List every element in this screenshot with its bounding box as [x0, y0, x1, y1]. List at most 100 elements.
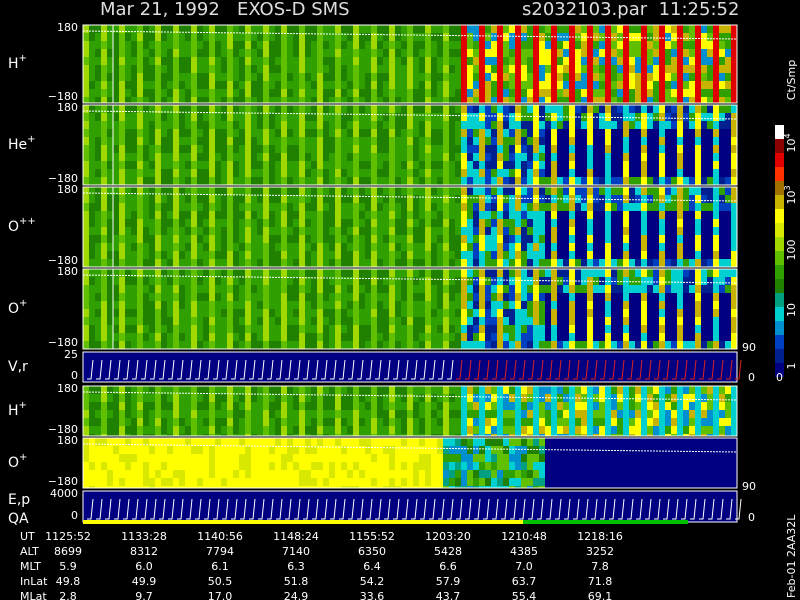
- spectrogram-cell: [143, 394, 149, 402]
- spectrogram-cell: [251, 195, 257, 203]
- spectrogram-cell: [563, 169, 569, 177]
- spectrogram-cell: [449, 25, 455, 33]
- spectrogram-cell: [467, 97, 473, 103]
- spectrogram-cell: [497, 65, 503, 73]
- spectrogram-cell: [89, 434, 95, 436]
- spectrogram-cell: [395, 325, 401, 333]
- spectrogram-cell: [197, 434, 203, 436]
- spectrogram-cell: [623, 251, 629, 259]
- spectrogram-cell: [695, 251, 701, 259]
- spectrogram-cell: [653, 121, 659, 129]
- spectrogram-cell: [623, 293, 629, 301]
- spectrogram-cell: [395, 187, 401, 195]
- spectrogram-cell: [527, 161, 533, 169]
- spectrogram-cell: [233, 33, 239, 41]
- spectrogram-cell: [497, 113, 503, 121]
- spectrogram-cell: [179, 251, 185, 259]
- spectrogram-cell: [167, 418, 173, 426]
- spectrogram-cell: [503, 65, 509, 73]
- spectrogram-cell: [221, 325, 227, 333]
- spectrogram-cell: [149, 394, 155, 402]
- spectrogram-cell: [707, 203, 713, 211]
- spectrogram-cell: [617, 161, 623, 169]
- spectrogram-cell: [179, 235, 185, 243]
- spectrogram-cell: [575, 57, 581, 65]
- spectrogram-cell: [449, 89, 455, 97]
- spectrogram-cell: [713, 177, 719, 185]
- spectrogram-cell: [431, 195, 437, 203]
- spectrogram-cell: [221, 317, 227, 325]
- spectrogram-cell: [269, 325, 275, 333]
- spectrogram-cell: [695, 227, 701, 235]
- spectrogram-cell: [95, 169, 101, 177]
- spectrogram-cell: [479, 269, 485, 277]
- spectrogram-cell: [263, 219, 269, 227]
- spectrogram-cell: [245, 145, 251, 153]
- spectrogram-cell: [731, 145, 737, 153]
- spectrogram-cell: [521, 177, 527, 185]
- spectrogram-cell: [269, 251, 275, 259]
- spectrogram-cell: [221, 113, 227, 121]
- spectrogram-cell: [707, 129, 713, 137]
- spectrogram-cell: [245, 243, 251, 251]
- spectrogram-cell: [335, 73, 341, 81]
- spectrogram-cell: [413, 434, 419, 436]
- spectrogram-cell: [485, 301, 491, 309]
- spectrogram-cell: [677, 161, 683, 169]
- spectrogram-cell: [347, 121, 353, 129]
- spectrogram-cell: [455, 285, 461, 293]
- spectrogram-cell: [671, 259, 677, 267]
- spectrogram-cell: [95, 269, 101, 277]
- spectrogram-cell: [599, 317, 605, 325]
- spectrogram-cell: [665, 293, 671, 301]
- spectrogram-cell: [149, 277, 155, 285]
- spectrogram-cell: [287, 81, 293, 89]
- spectrogram-cell: [251, 219, 257, 227]
- spectrogram-cell: [521, 301, 527, 309]
- spectrogram-cell: [233, 187, 239, 195]
- spectrogram-cell: [431, 169, 437, 177]
- spectrogram-cell: [701, 203, 707, 211]
- spectrogram-cell: [509, 211, 515, 219]
- spectrogram-cell: [299, 402, 305, 410]
- spectrogram-cell: [683, 129, 689, 137]
- spectrogram-cell: [413, 105, 419, 113]
- spectrogram-cell: [269, 33, 275, 41]
- spectrogram-cell: [719, 169, 725, 177]
- spectrogram-cell: [641, 293, 647, 301]
- spectrogram-cell: [149, 434, 155, 436]
- spectrogram-cell: [629, 235, 635, 243]
- spectrogram-cell: [407, 352, 413, 382]
- spectrogram-cell: [167, 259, 173, 267]
- spectrogram-cell: [263, 269, 269, 277]
- spectrogram-cell: [293, 426, 299, 434]
- spectrogram-cell: [269, 309, 275, 317]
- spectrogram-cell: [455, 41, 461, 49]
- spectrogram-cell: [557, 25, 563, 33]
- spectrogram-cell: [587, 251, 593, 259]
- spectrogram-cell: [527, 129, 533, 137]
- spectrogram-cell: [317, 203, 323, 211]
- spectrogram-cell: [419, 285, 425, 293]
- spectrogram-cell: [251, 121, 257, 129]
- spectrogram-cell: [665, 33, 671, 41]
- spectrogram-cell: [179, 33, 185, 41]
- spectrogram-cell: [455, 341, 461, 349]
- spectrogram-cell: [155, 203, 161, 211]
- spectrogram-cell: [263, 25, 269, 33]
- spectrogram-cell: [185, 65, 191, 73]
- panel-frame: [82, 268, 738, 350]
- spectrogram-cell: [569, 187, 575, 195]
- spectrogram-cell: [359, 187, 365, 195]
- spectrogram-cell: [407, 293, 413, 301]
- spectrogram-cell: [113, 73, 119, 81]
- spectrogram-cell: [701, 73, 707, 81]
- spectrogram-cell: [113, 105, 119, 113]
- spectrogram-cell: [719, 219, 725, 227]
- spectrogram-cell: [503, 187, 509, 195]
- spectrogram-cell: [305, 259, 311, 267]
- spectrogram-cell: [197, 325, 203, 333]
- spectrogram-cell: [371, 25, 377, 33]
- spectrogram-cell: [401, 153, 407, 161]
- spectrogram-cell: [431, 121, 437, 129]
